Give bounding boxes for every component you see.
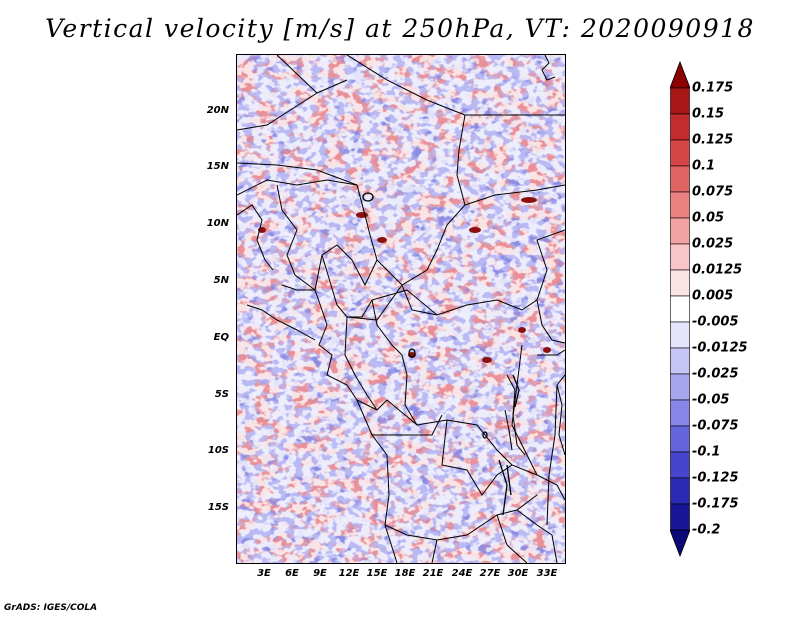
colorbar-top-triangle: [670, 60, 690, 89]
colorbar-tick-label: 0.05: [692, 210, 725, 226]
colorbar-segment: [670, 321, 690, 349]
colorbar-tick-label: 0.075: [692, 184, 734, 200]
colorbar-segment: [670, 503, 690, 531]
lon-label-9e: 9E: [313, 568, 327, 579]
colorbar-tick-label: 0.175: [692, 80, 734, 96]
colorbar-segment: [670, 191, 690, 219]
colorbar-tick-label: 0.0125: [692, 262, 743, 278]
lake-outlines: [362, 192, 520, 516]
lon-label-15e: 15E: [366, 568, 388, 579]
colorbar-segment: [670, 477, 690, 505]
lon-label-18e: 18E: [394, 568, 416, 579]
colorbar-segment: [670, 113, 690, 141]
colorbar-tick-label: -0.05: [692, 392, 730, 408]
colorbar-tick-label: 0.1: [692, 158, 716, 174]
lon-label-3e: 3E: [257, 568, 271, 579]
colorbar-tick-label: -0.0125: [692, 340, 748, 356]
colorbar-segment: [670, 87, 690, 115]
lon-label-27e: 27E: [479, 568, 501, 579]
colorbar-segment: [670, 139, 690, 167]
map-title: Vertical velocity [m/s] at 250hPa, VT: 2…: [45, 14, 755, 43]
lat-label-15n: 15N: [206, 161, 229, 172]
convective-cores: [258, 197, 551, 363]
colorbar-segment: [670, 425, 690, 453]
lat-label-5s: 5S: [214, 389, 229, 400]
lon-label-24e: 24E: [451, 568, 473, 579]
vertical-velocity-field: [237, 55, 565, 563]
lon-label-21e: 21E: [422, 568, 444, 579]
colorbar-tick-label: -0.005: [692, 314, 739, 330]
colorbar-segment: [670, 347, 690, 375]
colorbar-segment: [670, 451, 690, 479]
colorbar-segment: [670, 373, 690, 401]
lat-label-5n: 5N: [213, 275, 229, 286]
lon-label-6e: 6E: [285, 568, 299, 579]
colorbar-segment: [670, 217, 690, 245]
lat-label-10s: 10S: [207, 445, 229, 456]
colorbar-bottom-triangle: [670, 529, 690, 558]
colorbar-tick-label: -0.075: [692, 418, 739, 434]
colorbar-segment: [670, 165, 690, 193]
lon-label-30e: 30E: [507, 568, 529, 579]
colorbar-tick-label: -0.2: [692, 522, 721, 538]
map-panel: [236, 54, 566, 564]
colorbar-segment: [670, 399, 690, 427]
colorbar-tick-label: -0.125: [692, 470, 739, 486]
political-borders: [237, 55, 565, 563]
colorbar-tick-label: -0.175: [692, 496, 739, 512]
colorbar-tick-label: -0.025: [692, 366, 739, 382]
colorbar-segment: [670, 269, 690, 297]
lon-label-33e: 33E: [536, 568, 558, 579]
colorbar-tick-label: 0.15: [692, 106, 725, 122]
colorbar-segment: [670, 295, 690, 323]
colorbar-tick-label: -0.1: [692, 444, 721, 460]
lat-label-eq: EQ: [213, 332, 229, 343]
lon-label-12e: 12E: [338, 568, 360, 579]
grads-credit: GrADS: IGES/COLA: [4, 603, 98, 613]
lat-label-20n: 20N: [206, 105, 229, 116]
colorbar-tick-label: 0.125: [692, 132, 734, 148]
lat-label-15s: 15S: [207, 502, 229, 513]
colorbar-segment: [670, 243, 690, 271]
lat-label-10n: 10N: [206, 218, 229, 229]
colorbar-tick-label: 0.025: [692, 236, 734, 252]
colorbar-tick-label: 0.005: [692, 288, 734, 304]
near-zero-layer: [237, 55, 565, 563]
color-scale-bar: [670, 60, 690, 558]
